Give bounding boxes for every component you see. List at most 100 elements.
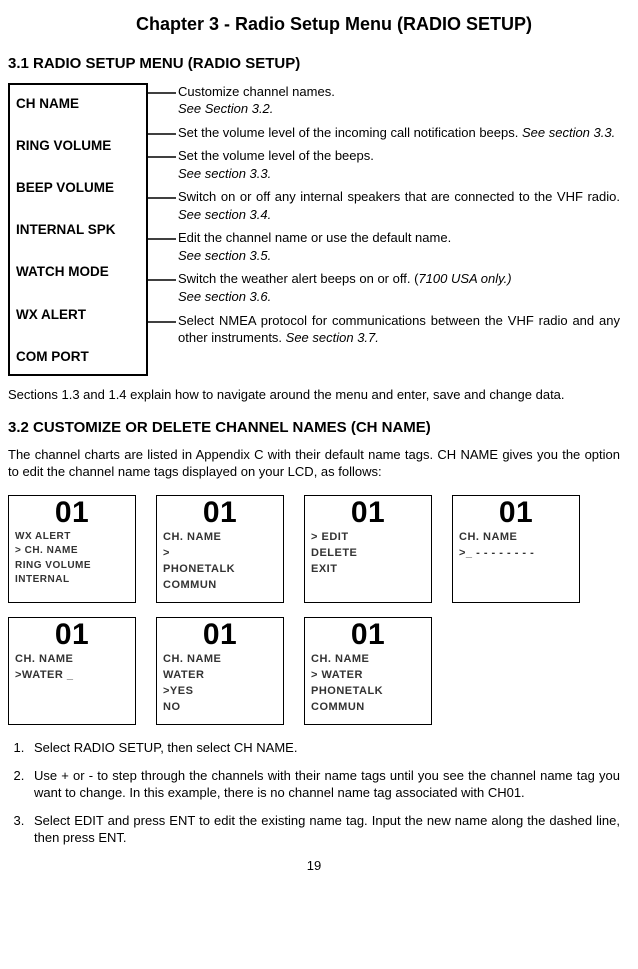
lcd-channel-number: 01 (459, 498, 573, 528)
lcd-screen: 01 CH. NAME WATER >YES NO (156, 617, 284, 725)
lcd-screen: 01 CH. NAME > WATER PHONETALK COMMUN (304, 617, 432, 725)
lcd-screen: 01 CH. NAME >WATER _ (8, 617, 136, 725)
desc-text: Switch on or off any internal speakers t… (178, 189, 620, 204)
menu-desc-ring-volume: Set the volume level of the incoming cal… (148, 124, 620, 142)
section-3-2-heading: 3.2 CUSTOMIZE OR DELETE CHANNEL NAMES (C… (8, 418, 620, 438)
desc-text: Set the volume level of the incoming cal… (178, 125, 522, 140)
see-section-ref: See section 3.3. (522, 125, 615, 140)
menu-desc-text: Edit the channel name or use the default… (178, 229, 451, 264)
menu-label-wx-alert: WX ALERT (16, 300, 140, 342)
desc-text: Set the volume level of the beeps. (178, 148, 374, 163)
lcd-line: PHONETALK (311, 684, 425, 700)
lcd-line: COMMUN (163, 578, 277, 594)
menu-label-ring-volume: RING VOLUME (16, 131, 140, 173)
lcd-line: >YES (163, 684, 277, 700)
lcd-line: >_ - - - - - - - - (459, 546, 573, 562)
connector-line-icon (148, 92, 176, 94)
menu-label-com-port: COM PORT (16, 342, 140, 370)
lcd-row-2: 01 CH. NAME >WATER _ 01 CH. NAME WATER >… (8, 617, 620, 725)
lcd-channel-number: 01 (15, 498, 129, 528)
instruction-steps: Select RADIO SETUP, then select CH NAME.… (8, 739, 620, 847)
lcd-line: > CH. NAME (15, 544, 129, 559)
menu-desc-text: Customize channel names. See Section 3.2… (178, 83, 335, 118)
connector-line-icon (148, 279, 176, 281)
lcd-line: > EDIT (311, 530, 425, 546)
menu-label-internal-spk: INTERNAL SPK (16, 215, 140, 257)
desc-text: Select NMEA protocol for communications … (178, 313, 620, 346)
menu-desc-beep-volume: Set the volume level of the beeps. See s… (148, 147, 620, 182)
lcd-menu-lines: CH. NAME > PHONETALK COMMUN (163, 530, 277, 594)
menu-desc-internal-spk: Switch on or off any internal speakers t… (148, 188, 620, 223)
menu-desc-text: Set the volume level of the beeps. See s… (178, 147, 374, 182)
lcd-line: DELETE (311, 546, 425, 562)
menu-label-watch-mode: WATCH MODE (16, 257, 140, 299)
lcd-screen: 01 WX ALERT > CH. NAME RING VOLUME INTER… (8, 495, 136, 603)
page-number: 19 (8, 857, 620, 875)
lcd-menu-lines: > EDIT DELETE EXIT (311, 530, 425, 578)
menu-labels-column: CH NAME RING VOLUME BEEP VOLUME INTERNAL… (8, 83, 148, 377)
menu-desc-watch-mode: Edit the channel name or use the default… (148, 229, 620, 264)
lcd-line: NO (163, 700, 277, 716)
lcd-menu-lines: CH. NAME >WATER _ (15, 652, 129, 684)
lcd-line: EXIT (311, 562, 425, 578)
menu-descriptions-column: Customize channel names. See Section 3.2… (148, 83, 620, 377)
lcd-line: CH. NAME (163, 652, 277, 668)
lcd-line: CH. NAME (163, 530, 277, 546)
lcd-line: WATER (163, 668, 277, 684)
lcd-menu-lines: CH. NAME >_ - - - - - - - - (459, 530, 573, 562)
lcd-line: CH. NAME (311, 652, 425, 668)
lcd-screen: 01 CH. NAME >_ - - - - - - - - (452, 495, 580, 603)
connector-line-icon (148, 238, 176, 240)
lcd-line: CH. NAME (15, 652, 129, 668)
connector-line-icon (148, 133, 176, 135)
lcd-line: > WATER (311, 668, 425, 684)
lcd-row-1: 01 WX ALERT > CH. NAME RING VOLUME INTER… (8, 495, 620, 603)
menu-desc-wx-alert: Switch the weather alert beeps on or off… (148, 270, 620, 305)
menu-desc-text: Switch on or off any internal speakers t… (178, 188, 620, 223)
lcd-line: COMMUN (311, 700, 425, 716)
lcd-channel-number: 01 (163, 620, 277, 650)
lcd-line: INTERNAL (15, 573, 129, 588)
see-section-ref: See section 3.6. (178, 289, 271, 304)
lcd-channel-number: 01 (15, 620, 129, 650)
lcd-line: CH. NAME (459, 530, 573, 546)
section-3-1-heading: 3.1 RADIO SETUP MENU (RADIO SETUP) (8, 54, 620, 74)
section-3-2-intro: The channel charts are listed in Appendi… (8, 446, 620, 481)
step-2: Use + or - to step through the channels … (28, 767, 620, 802)
connector-line-icon (148, 321, 176, 323)
connector-line-icon (148, 197, 176, 199)
see-section-ref: See section 3.3. (178, 166, 271, 181)
usa-only-note: 7100 USA only.) (418, 271, 511, 286)
menu-desc-text: Set the volume level of the incoming cal… (178, 124, 615, 142)
see-section-ref: See section 3.7. (286, 330, 379, 345)
connector-line-icon (148, 156, 176, 158)
menu-desc-com-port: Select NMEA protocol for communications … (148, 312, 620, 347)
lcd-screen: 01 > EDIT DELETE EXIT (304, 495, 432, 603)
lcd-line: RING VOLUME (15, 559, 129, 574)
menu-desc-text: Select NMEA protocol for communications … (178, 312, 620, 347)
desc-text: Edit the channel name or use the default… (178, 230, 451, 245)
lcd-line: > (163, 546, 277, 562)
step-1: Select RADIO SETUP, then select CH NAME. (28, 739, 620, 757)
menu-label-ch-name: CH NAME (16, 89, 140, 131)
radio-setup-menu-table: CH NAME RING VOLUME BEEP VOLUME INTERNAL… (8, 83, 620, 377)
see-section-ref: See Section 3.2. (178, 101, 273, 116)
menu-desc-text: Switch the weather alert beeps on or off… (178, 270, 512, 305)
step-3: Select EDIT and press ENT to edit the ex… (28, 812, 620, 847)
desc-text: Customize channel names. (178, 84, 335, 99)
nav-note-paragraph: Sections 1.3 and 1.4 explain how to navi… (8, 386, 620, 404)
see-section-ref: See section 3.4. (178, 207, 271, 222)
lcd-channel-number: 01 (163, 498, 277, 528)
lcd-menu-lines: WX ALERT > CH. NAME RING VOLUME INTERNAL (15, 530, 129, 588)
lcd-menu-lines: CH. NAME WATER >YES NO (163, 652, 277, 716)
menu-label-beep-volume: BEEP VOLUME (16, 173, 140, 215)
lcd-line: PHONETALK (163, 562, 277, 578)
desc-text: Switch the weather alert beeps on or off… (178, 271, 418, 286)
lcd-channel-number: 01 (311, 498, 425, 528)
lcd-line: WX ALERT (15, 530, 129, 545)
lcd-menu-lines: CH. NAME > WATER PHONETALK COMMUN (311, 652, 425, 716)
lcd-channel-number: 01 (311, 620, 425, 650)
chapter-title: Chapter 3 - Radio Setup Menu (RADIO SETU… (8, 12, 620, 36)
lcd-screen: 01 CH. NAME > PHONETALK COMMUN (156, 495, 284, 603)
lcd-line: >WATER _ (15, 668, 129, 684)
